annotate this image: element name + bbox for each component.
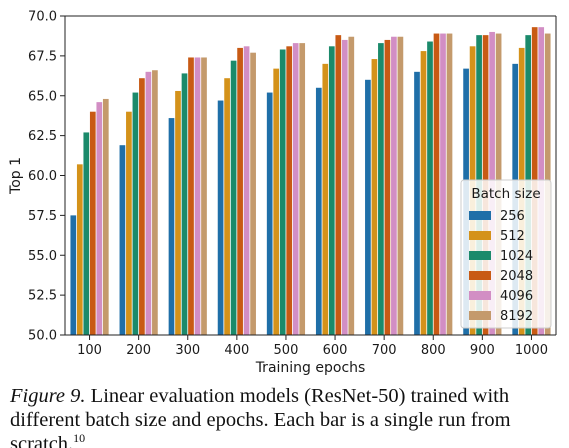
y-tick-label: 52.5 xyxy=(28,289,57,304)
bar-1024-200 xyxy=(132,92,139,335)
legend-swatch-512 xyxy=(469,231,491,240)
x-tick-label: 900 xyxy=(470,343,495,358)
bar-256-100 xyxy=(70,215,77,335)
bar-2048-700 xyxy=(384,39,391,336)
x-tick-label: 600 xyxy=(323,343,348,358)
bar-4096-500 xyxy=(292,43,299,336)
bar-4096-800 xyxy=(440,33,446,336)
x-tick-label: 800 xyxy=(421,343,446,358)
y-tick-label: 67.5 xyxy=(28,49,57,64)
legend-swatch-2048 xyxy=(469,271,491,280)
bar-256-600 xyxy=(315,87,322,336)
bar-8192-300 xyxy=(201,57,207,335)
bar-2048-600 xyxy=(335,35,342,335)
caption-figure-label: Figure 9. xyxy=(10,385,86,407)
bar-2048-400 xyxy=(237,47,243,336)
legend-swatch-4096 xyxy=(469,291,491,300)
bar-8192-700 xyxy=(397,36,404,336)
bar-8192-100 xyxy=(102,98,109,335)
y-tick-label: 60.0 xyxy=(28,169,57,184)
legend-swatch-8192 xyxy=(469,311,491,320)
x-tick-label: 700 xyxy=(372,343,397,358)
bar-2048-500 xyxy=(286,46,293,336)
x-tick-label: 1000 xyxy=(515,343,548,358)
bar-chart: 50.0 52.5 55.0 57.5 60.0 62.5 65.0 67.5 70.0 100 2… xyxy=(8,10,557,376)
legend-label-4096: 4096 xyxy=(500,289,533,304)
bar-2048-100 xyxy=(89,111,96,335)
bar-512-200 xyxy=(126,111,132,335)
x-tick-label: 200 xyxy=(126,343,151,358)
y-axis-label: Top 1 xyxy=(8,157,24,195)
bar-1024-800 xyxy=(427,41,433,336)
caption-text: Linear evaluation models (ResNet-50) tra… xyxy=(10,385,511,448)
bar-512-800 xyxy=(420,51,427,336)
bar-1024-400 xyxy=(230,60,237,335)
bar-4096-300 xyxy=(194,57,201,335)
x-tick-label: 100 xyxy=(77,343,102,358)
legend-swatch-1024 xyxy=(469,251,491,260)
caption-footnote-marker: 10 xyxy=(73,431,86,446)
bar-8192-800 xyxy=(446,33,453,336)
figure-caption: Figure 9. Linear evaluation models (ResN… xyxy=(10,384,562,448)
bar-4096-600 xyxy=(341,39,348,336)
bar-256-500 xyxy=(266,92,273,335)
bar-512-500 xyxy=(273,68,280,335)
y-tick-label: 65.0 xyxy=(28,89,57,104)
bar-2048-200 xyxy=(139,78,145,335)
bar-512-600 xyxy=(322,63,329,335)
bar-256-300 xyxy=(168,118,175,335)
bar-512-400 xyxy=(224,78,230,335)
bar-2048-800 xyxy=(433,33,440,336)
y-tick-label: 50.0 xyxy=(28,329,57,344)
legend-label-8192: 8192 xyxy=(500,309,533,324)
bar-2048-300 xyxy=(188,57,194,335)
bar-8192-500 xyxy=(299,43,306,336)
bar-4096-400 xyxy=(243,46,250,336)
legend-label-256: 256 xyxy=(500,209,525,224)
bar-1024-600 xyxy=(328,46,335,336)
bar-1024-700 xyxy=(378,43,384,336)
legend-label-1024: 1024 xyxy=(500,249,533,264)
x-tick-label: 500 xyxy=(274,343,299,358)
bar-4096-700 xyxy=(391,36,397,336)
bar-512-700 xyxy=(371,59,378,335)
bar-1024-300 xyxy=(181,73,188,336)
legend-label-512: 512 xyxy=(500,229,525,244)
legend-swatch-256 xyxy=(469,211,491,220)
bar-8192-400 xyxy=(250,52,256,336)
bar-256-400 xyxy=(217,100,224,335)
bar-256-800 xyxy=(414,71,420,335)
bar-1024-100 xyxy=(83,132,90,335)
y-tick-label: 57.5 xyxy=(28,209,57,224)
y-tick-label: 62.5 xyxy=(28,129,57,144)
legend-title: Batch size xyxy=(471,186,540,202)
y-tick-label: 55.0 xyxy=(28,249,57,264)
bar-4096-200 xyxy=(145,71,152,335)
x-tick-label: 300 xyxy=(175,343,200,358)
bar-512-300 xyxy=(175,90,181,335)
bar-8192-200 xyxy=(152,70,158,335)
bar-512-100 xyxy=(76,164,83,335)
x-tick-label: 400 xyxy=(224,343,249,358)
legend-label-2048: 2048 xyxy=(500,269,533,284)
bar-256-700 xyxy=(365,79,371,335)
y-tick-label: 70.0 xyxy=(28,10,57,25)
bar-1024-500 xyxy=(279,49,286,336)
bar-8192-600 xyxy=(348,36,355,336)
bar-256-200 xyxy=(119,145,126,335)
bar-4096-100 xyxy=(96,102,103,335)
x-axis-label: Training epochs xyxy=(255,360,366,376)
